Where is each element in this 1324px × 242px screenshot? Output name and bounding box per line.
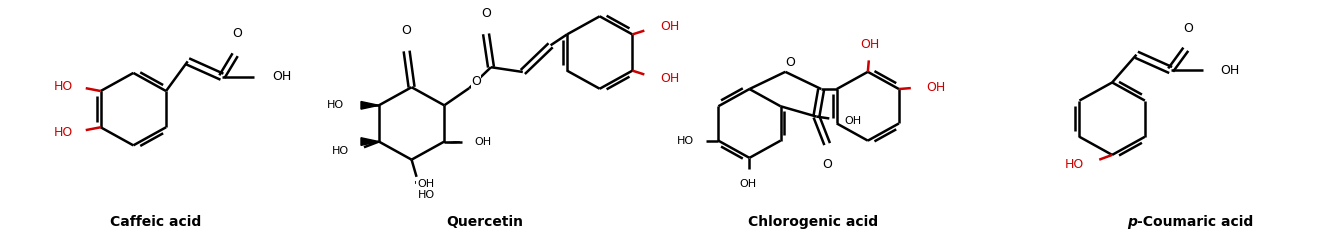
Text: HO: HO (1064, 158, 1084, 171)
Text: O: O (1182, 22, 1193, 35)
Text: -Coumaric acid: -Coumaric acid (1137, 215, 1254, 229)
Text: OH: OH (1221, 63, 1239, 76)
Text: HO: HO (327, 100, 344, 110)
Text: OH: OH (661, 72, 679, 85)
Text: OH: OH (417, 179, 434, 189)
Text: Caffeic acid: Caffeic acid (110, 215, 201, 229)
Text: O: O (822, 159, 831, 171)
Text: "OH: "OH (413, 181, 436, 191)
Text: Quercetin: Quercetin (446, 215, 523, 229)
Text: OH: OH (271, 70, 291, 83)
Text: O: O (401, 24, 412, 37)
Polygon shape (361, 138, 379, 145)
Text: OH: OH (845, 116, 862, 126)
Text: HO: HO (332, 146, 350, 156)
Text: OH: OH (661, 20, 679, 33)
Text: OH: OH (739, 179, 756, 189)
Text: HO: HO (53, 126, 73, 138)
Text: O: O (232, 27, 242, 40)
Polygon shape (361, 102, 379, 109)
Text: O: O (481, 7, 491, 20)
Text: HO: HO (417, 190, 434, 200)
Text: OH: OH (861, 38, 879, 51)
Text: O: O (785, 56, 796, 69)
Text: OH: OH (474, 136, 491, 147)
Text: O: O (471, 75, 481, 88)
Text: HO: HO (53, 80, 73, 93)
Text: HO: HO (677, 136, 694, 146)
Text: p: p (1127, 215, 1137, 229)
Text: OH: OH (927, 81, 945, 94)
Text: Chlorogenic acid: Chlorogenic acid (748, 215, 878, 229)
